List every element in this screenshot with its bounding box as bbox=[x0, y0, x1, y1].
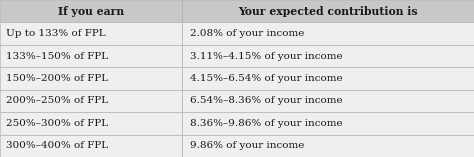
Text: 4.15%–6.54% of your income: 4.15%–6.54% of your income bbox=[190, 74, 342, 83]
Text: If you earn: If you earn bbox=[58, 6, 124, 17]
Text: Your expected contribution is: Your expected contribution is bbox=[238, 6, 418, 17]
Bar bbox=[0, 90, 182, 112]
Text: 2.08% of your income: 2.08% of your income bbox=[190, 29, 304, 38]
Text: 133%–150% of FPL: 133%–150% of FPL bbox=[6, 51, 108, 61]
Bar bbox=[182, 67, 474, 90]
Bar bbox=[182, 112, 474, 135]
Text: 8.36%–9.86% of your income: 8.36%–9.86% of your income bbox=[190, 119, 342, 128]
Bar bbox=[182, 0, 474, 22]
Bar bbox=[0, 0, 182, 22]
Text: Up to 133% of FPL: Up to 133% of FPL bbox=[6, 29, 105, 38]
Bar bbox=[0, 22, 182, 45]
Bar bbox=[182, 90, 474, 112]
Text: 3.11%–4.15% of your income: 3.11%–4.15% of your income bbox=[190, 51, 342, 61]
Bar bbox=[0, 135, 182, 157]
Text: 200%–250% of FPL: 200%–250% of FPL bbox=[6, 96, 108, 106]
Bar bbox=[182, 135, 474, 157]
Text: 150%–200% of FPL: 150%–200% of FPL bbox=[6, 74, 108, 83]
Text: 6.54%–8.36% of your income: 6.54%–8.36% of your income bbox=[190, 96, 342, 106]
Bar bbox=[0, 45, 182, 67]
Text: 9.86% of your income: 9.86% of your income bbox=[190, 141, 304, 150]
Bar bbox=[0, 112, 182, 135]
Bar bbox=[182, 45, 474, 67]
Bar bbox=[0, 67, 182, 90]
Text: 250%–300% of FPL: 250%–300% of FPL bbox=[6, 119, 108, 128]
Bar bbox=[182, 22, 474, 45]
Text: 300%–400% of FPL: 300%–400% of FPL bbox=[6, 141, 108, 150]
